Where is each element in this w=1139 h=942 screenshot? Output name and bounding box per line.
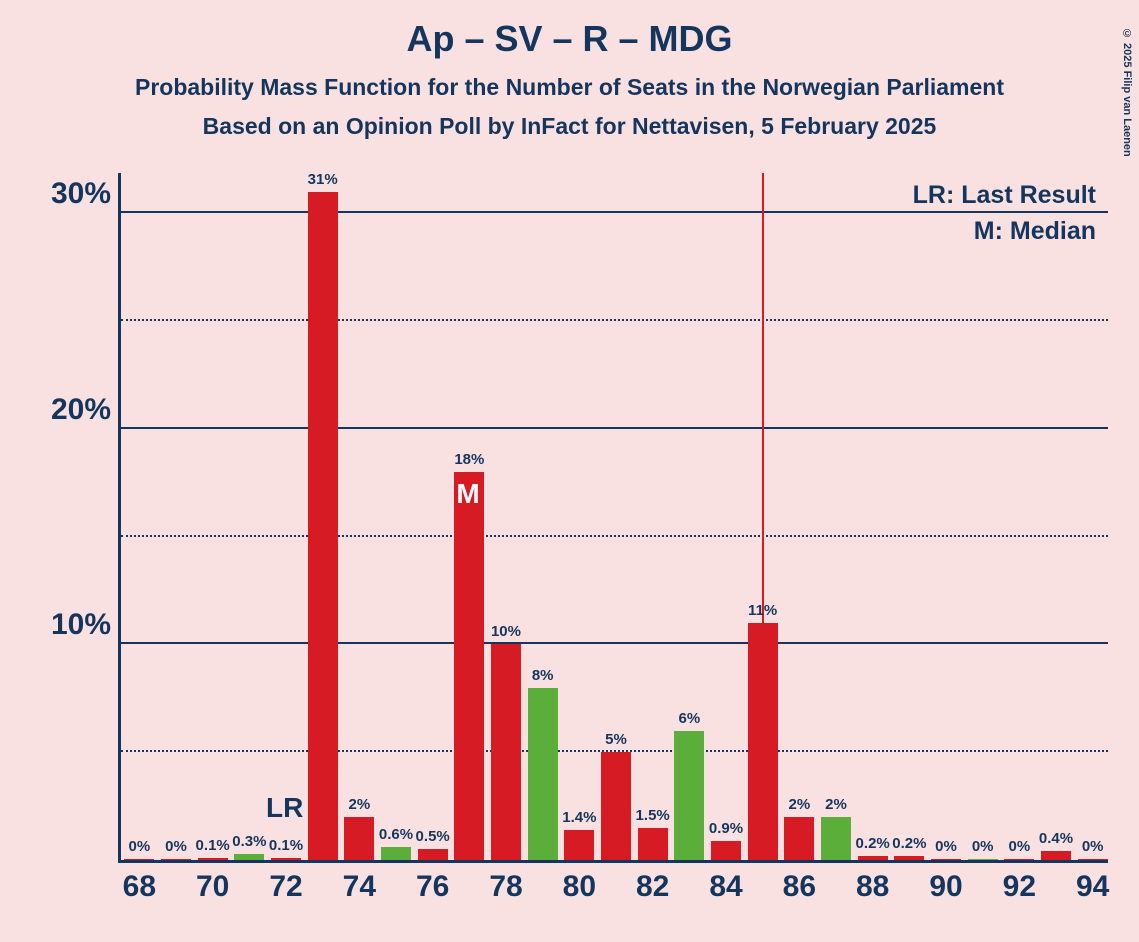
bar-value-label: 0% xyxy=(972,838,994,855)
x-tick-label: 94 xyxy=(1076,870,1109,904)
bar-value-label: 0% xyxy=(128,838,150,855)
bar: 18% xyxy=(454,472,484,860)
bar-value-label: 0.6% xyxy=(379,826,413,843)
bar: 0% xyxy=(1004,859,1034,860)
bar-value-label: 0.2% xyxy=(892,835,926,852)
bar: 0% xyxy=(161,859,191,860)
bar-value-label: 5% xyxy=(605,731,627,748)
x-tick-label: 72 xyxy=(269,870,302,904)
x-tick-label: 80 xyxy=(563,870,596,904)
bar-value-label: 11% xyxy=(748,602,777,619)
y-tick-label: 30% xyxy=(51,177,111,211)
chart-subtitle-1: Probability Mass Function for the Number… xyxy=(0,74,1139,101)
last-result-indicator: LR xyxy=(266,792,303,824)
bar: 1.4% xyxy=(564,830,594,860)
gridline-major xyxy=(121,211,1108,213)
bar: 0% xyxy=(124,859,154,860)
bar: 2% xyxy=(344,817,374,860)
bar: 6% xyxy=(674,731,704,860)
bar: 0.3% xyxy=(234,854,264,860)
x-tick-label: 90 xyxy=(929,870,962,904)
x-tick-label: 86 xyxy=(783,870,816,904)
bar: 2% xyxy=(784,817,814,860)
bar-value-label: 0.3% xyxy=(232,833,266,850)
median-indicator: M xyxy=(456,478,479,510)
bar-value-label: 6% xyxy=(678,710,700,727)
y-tick-label: 10% xyxy=(51,608,111,642)
bar-value-label: 2% xyxy=(348,796,370,813)
bar: 0.5% xyxy=(418,849,448,860)
gridline-major xyxy=(121,427,1108,429)
bar-value-label: 0.9% xyxy=(709,820,743,837)
bar-value-label: 0% xyxy=(1008,838,1030,855)
bar-value-label: 0.2% xyxy=(856,835,890,852)
x-tick-label: 70 xyxy=(196,870,229,904)
bar-value-label: 0.4% xyxy=(1039,830,1073,847)
bar: 0.9% xyxy=(711,841,741,860)
bar-value-label: 1.4% xyxy=(562,809,596,826)
chart-title: Ap – SV – R – MDG xyxy=(0,18,1139,60)
bar-value-label: 0% xyxy=(1082,838,1104,855)
gridline-minor xyxy=(121,535,1108,537)
bar-value-label: 8% xyxy=(532,667,554,684)
bar: 1.5% xyxy=(638,828,668,860)
y-tick-label: 20% xyxy=(51,393,111,427)
bar-value-label: 18% xyxy=(454,451,484,468)
x-tick-label: 88 xyxy=(856,870,889,904)
plot-region: LR: Last Result M: Median 10%20%30%68707… xyxy=(118,173,1108,863)
bar: 2% xyxy=(821,817,851,860)
gridline-minor xyxy=(121,319,1108,321)
x-tick-label: 68 xyxy=(123,870,156,904)
bar-value-label: 0.1% xyxy=(196,837,230,854)
bar: 31% xyxy=(308,192,338,860)
x-tick-label: 84 xyxy=(709,870,742,904)
bar-value-label: 1.5% xyxy=(636,807,670,824)
x-tick-label: 76 xyxy=(416,870,449,904)
legend-m: M: Median xyxy=(974,217,1096,246)
x-tick-label: 78 xyxy=(489,870,522,904)
bar-value-label: 10% xyxy=(491,623,521,640)
bar-value-label: 2% xyxy=(825,796,847,813)
bar: 0.6% xyxy=(381,847,411,860)
bar-value-label: 0% xyxy=(165,838,187,855)
bar: 10% xyxy=(491,644,521,860)
bar-value-label: 0.5% xyxy=(416,828,450,845)
x-tick-label: 74 xyxy=(343,870,376,904)
bar: 11% xyxy=(748,623,778,860)
bar: 0.2% xyxy=(894,856,924,860)
bar-value-label: 2% xyxy=(788,796,810,813)
bar: 0.4% xyxy=(1041,851,1071,860)
bar-value-label: 31% xyxy=(308,171,338,188)
chart-subtitle-2: Based on an Opinion Poll by InFact for N… xyxy=(0,113,1139,140)
bar: 0% xyxy=(968,859,998,860)
bar: 5% xyxy=(601,752,631,860)
bar: 0% xyxy=(931,859,961,860)
bar-value-label: 0% xyxy=(935,838,957,855)
bar: 0.1% xyxy=(198,858,228,860)
x-tick-label: 92 xyxy=(1003,870,1036,904)
bar: 0% xyxy=(1078,859,1108,860)
gridline-major xyxy=(121,642,1108,644)
bar-value-label: 0.1% xyxy=(269,837,303,854)
x-tick-label: 82 xyxy=(636,870,669,904)
legend-lr: LR: Last Result xyxy=(913,181,1096,210)
copyright-text: © 2025 Filip van Laenen xyxy=(1121,28,1133,157)
bar: 0.2% xyxy=(858,856,888,860)
chart-area: LR: Last Result M: Median 10%20%30%68707… xyxy=(118,173,1108,863)
bar: 0.1% xyxy=(271,858,301,860)
bar: 8% xyxy=(528,688,558,861)
